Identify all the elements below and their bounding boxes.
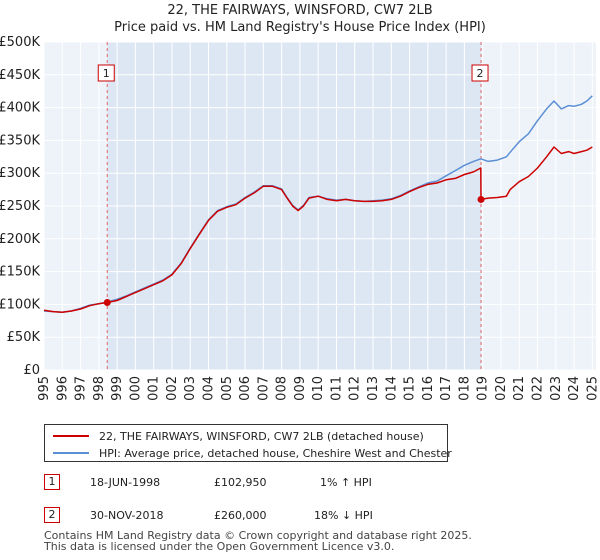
chart-title: 22, THE FAIRWAYS, WINSFORD, CW7 2LB (167, 3, 432, 18)
sale-point (103, 298, 111, 306)
y-tick-label: £300K (0, 166, 40, 181)
x-tick-label: 2019 (476, 376, 491, 400)
legend-item-property: 22, THE FAIRWAYS, WINSFORD, CW7 2LB (det… (53, 428, 424, 444)
sale-hpi-diff: 1% ↑ HPI (320, 476, 372, 489)
y-tick-label: £150K (0, 265, 40, 280)
x-tick-label: 1999 (110, 376, 125, 400)
sale-date: 18-JUN-1998 (90, 476, 161, 489)
y-tick-label: £50K (7, 330, 41, 345)
x-tick-label: 2025 (585, 376, 600, 400)
x-tick-label: 2023 (549, 376, 564, 400)
x-tick-label: 2018 (457, 376, 472, 400)
x-tick-label: 2010 (311, 376, 326, 400)
x-tick-label: 2001 (147, 376, 162, 400)
x-tick-label: 2012 (348, 376, 363, 400)
x-tick-label: 1996 (55, 376, 70, 400)
sale-price: £102,950 (214, 476, 267, 489)
price-chart: 22, THE FAIRWAYS, WINSFORD, CW7 2LB Pric… (0, 3, 600, 400)
y-tick-label: £350K (0, 133, 40, 148)
x-tick-label: 2002 (165, 376, 180, 400)
x-tick-label: 2004 (202, 376, 217, 400)
x-tick-label: 2005 (220, 376, 235, 400)
x-tick-label: 2024 (567, 376, 582, 400)
x-tick-label: 2011 (329, 376, 344, 400)
x-tick-label: 2007 (256, 376, 271, 400)
footer-copyright: Contains HM Land Registry data © Crown c… (44, 529, 472, 542)
y-tick-label: £500K (0, 35, 40, 50)
y-tick-label: £250K (0, 199, 40, 214)
sale-number-badge: 1 (44, 474, 60, 490)
x-tick-label: 2008 (275, 376, 290, 400)
x-tick-label: 2013 (366, 376, 381, 400)
x-tick-label: 2016 (421, 376, 436, 400)
sale-marker-label: 2 (477, 67, 484, 80)
chart-legend: 22, THE FAIRWAYS, WINSFORD, CW7 2LB (det… (44, 424, 452, 462)
sale-marker-box (471, 64, 489, 82)
x-tick-label: 2020 (494, 376, 509, 400)
property-price-line (43, 146, 593, 314)
footer-licence: This data is licensed under the Open Gov… (44, 540, 395, 553)
x-tick-label: 2003 (183, 376, 198, 400)
sale-price: £260,000 (214, 509, 267, 522)
y-tick-label: £450K (0, 68, 40, 83)
y-tick-label: £400K (0, 101, 40, 116)
legend-label-property: 22, THE FAIRWAYS, WINSFORD, CW7 2LB (det… (99, 429, 424, 443)
x-tick-label: 2006 (238, 376, 253, 400)
legend-label-hpi: HPI: Average price, detached house, Ches… (99, 446, 452, 460)
sale-marker-box (97, 64, 115, 82)
footer-attribution: Contains HM Land Registry data © Crown c… (44, 530, 472, 552)
x-tick-label: 1997 (74, 376, 89, 400)
x-tick-label: 2009 (293, 376, 308, 400)
y-tick-label: £100K (0, 297, 40, 312)
legend-swatch-hpi (53, 452, 89, 454)
legend-swatch-property (53, 435, 89, 437)
sale-marker-label: 1 (103, 67, 110, 80)
x-tick-label: 1998 (92, 376, 107, 400)
sale-number-badge: 2 (44, 507, 60, 523)
x-tick-label: 2017 (439, 376, 454, 400)
sale-point (477, 195, 485, 203)
x-tick-label: 2021 (512, 376, 527, 400)
y-tick-label: £200K (0, 232, 40, 247)
chart-subtitle: Price paid vs. HM Land Registry's House … (114, 20, 486, 35)
sale-row: 2 30-NOV-2018 £260,000 18% ↓ HPI (44, 507, 444, 525)
x-tick-label: 2014 (384, 376, 399, 400)
sale-row: 1 18-JUN-1998 £102,950 1% ↑ HPI (44, 474, 444, 492)
x-tick-label: 2015 (403, 376, 418, 400)
y-tick-label: £0 (23, 363, 40, 378)
x-tick-label: 2022 (531, 376, 546, 400)
sale-date: 30-NOV-2018 (90, 509, 164, 522)
sale-hpi-diff: 18% ↓ HPI (314, 509, 373, 522)
legend-item-hpi: HPI: Average price, detached house, Ches… (53, 445, 452, 461)
x-tick-label: 1995 (37, 376, 52, 400)
x-tick-label: 2000 (128, 376, 143, 400)
